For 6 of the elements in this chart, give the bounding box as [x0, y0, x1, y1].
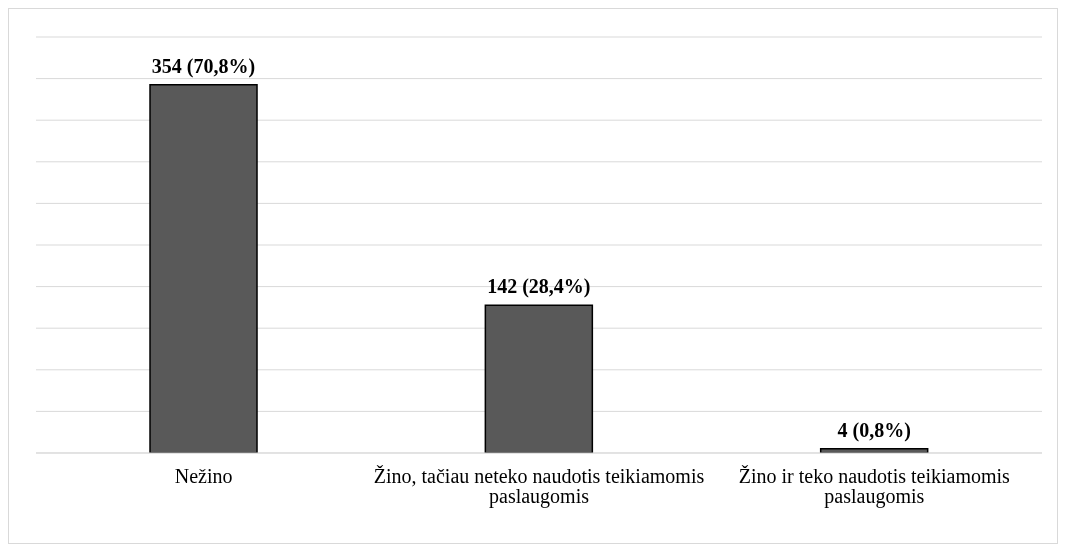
x-tick-label: Žino ir teko naudotis teikiamomis paslaugomis — [738, 465, 1011, 509]
x-tick-label: Nežino — [174, 465, 233, 488]
x-tick-label: Žino, tačiau neteko naudotis teikiamomis paslaugomis — [373, 465, 705, 509]
data-label: 4 (0,8%) — [837, 418, 911, 442]
data-label: 354 (70,8%) — [151, 54, 256, 78]
data-label: 142 (28,4%) — [487, 275, 591, 299]
